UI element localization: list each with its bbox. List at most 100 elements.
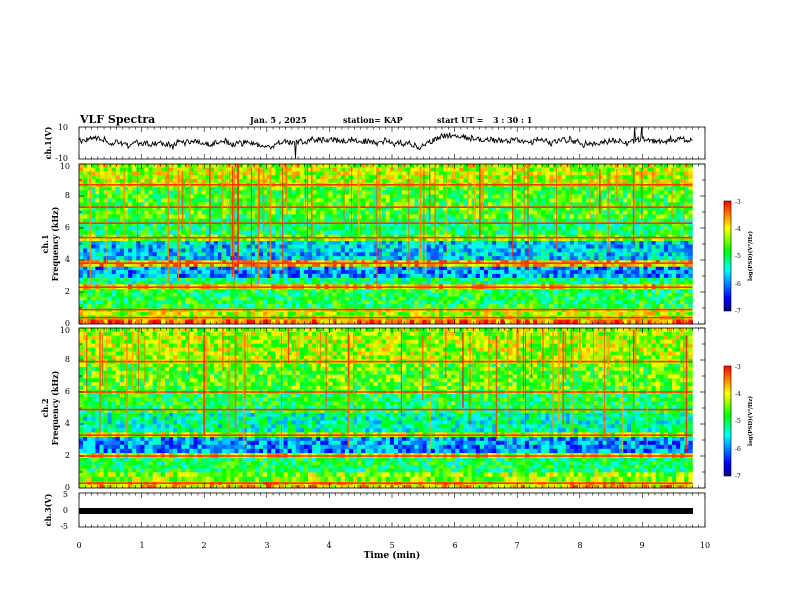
- spectrogram-cell: [651, 319, 656, 325]
- spectrogram-cell: [471, 296, 477, 301]
- spectrogram-cell: [152, 252, 158, 257]
- spectrogram-cell: [676, 226, 681, 231]
- spectrogram-cell: [312, 244, 317, 249]
- spectrogram-cell: [635, 198, 640, 203]
- spectrogram-cell: [635, 304, 640, 309]
- spectrogram-cell: [254, 300, 260, 305]
- spectrogram-cell: [434, 292, 440, 297]
- spectrogram-cell: [639, 319, 644, 325]
- spectrogram-cell: [209, 248, 215, 253]
- spectrogram-cell: [414, 256, 419, 261]
- spectrogram-cell: [361, 266, 366, 271]
- spectrogram-cell: [250, 260, 256, 264]
- spectrogram-cell: [136, 244, 141, 249]
- spectrogram-cell: [246, 237, 252, 242]
- spectrogram-cell: [136, 186, 141, 191]
- spectrogram-cell: [140, 273, 145, 278]
- spectrogram-cell: [496, 311, 501, 316]
- spectrogram-cell: [516, 230, 522, 235]
- spectrogram-cell: [168, 252, 174, 257]
- spectrogram-cell: [434, 288, 440, 293]
- spectrogram-cell: [577, 194, 583, 199]
- spectrogram-cell: [254, 292, 260, 297]
- spectrogram-cell: [655, 244, 661, 249]
- spectrogram-cell: [320, 263, 325, 267]
- spectrogram-cell: [79, 244, 84, 249]
- spectrogram-cell: [479, 248, 485, 253]
- spectrogram-cell: [590, 218, 595, 223]
- spectrogram-cell: [565, 226, 571, 231]
- spectrogram-cell: [123, 292, 129, 297]
- spectrogram-cell: [152, 280, 158, 285]
- spectrogram-cell: [479, 237, 485, 242]
- spectrogram-cell: [377, 300, 382, 305]
- spectrogram-cell: [91, 292, 96, 297]
- spectrogram-cell: [336, 186, 342, 191]
- spectrogram-cell: [508, 240, 513, 245]
- spectrogram-cell: [418, 280, 423, 285]
- spectrogram-cell: [447, 198, 452, 203]
- spectrogram-cell: [410, 288, 415, 293]
- spectrogram-cell: [545, 319, 550, 325]
- spectrogram-cell: [631, 277, 636, 282]
- spectrogram-cell: [602, 194, 607, 199]
- spectrogram-cell: [492, 244, 497, 249]
- spectrogram-cell: [340, 266, 346, 271]
- spectrogram-cell: [467, 244, 472, 249]
- spectrogram-cell: [295, 292, 301, 297]
- spectrogram-cell: [467, 263, 472, 267]
- spectrogram-cell: [312, 198, 317, 203]
- spectrogram-cell: [111, 226, 117, 231]
- spectrogram-cell: [532, 226, 538, 231]
- spectrogram-cell: [267, 244, 272, 249]
- spectrogram-cell: [263, 304, 268, 309]
- spectrogram-cell: [357, 288, 362, 293]
- spectrogram-cell: [398, 234, 403, 238]
- spectrogram-cell: [443, 280, 448, 285]
- spectrogram-cell: [422, 194, 427, 199]
- spectrogram-cell: [577, 248, 583, 253]
- spectrogram-cell: [111, 198, 117, 203]
- spectrogram-cell: [242, 194, 247, 199]
- spectrogram-cell: [557, 226, 562, 231]
- spectrogram-cell: [156, 273, 162, 278]
- spectrogram-cell: [512, 280, 517, 285]
- spectrogram-cell: [185, 248, 190, 253]
- spectrogram-cell: [565, 244, 571, 249]
- spectrogram-cell: [389, 202, 395, 207]
- spectrogram-cell: [348, 311, 354, 316]
- spectrogram-cell: [197, 263, 202, 267]
- spectrogram-cell: [189, 237, 194, 242]
- spectrogram-cell: [258, 273, 264, 278]
- spectrogram-cell: [173, 230, 178, 235]
- spectrogram-cell: [459, 186, 464, 191]
- spectrogram-cell: [577, 198, 583, 203]
- spectrogram-cell: [430, 260, 436, 264]
- spectrogram-cell: [103, 202, 108, 207]
- spectrogram-cell: [524, 270, 530, 275]
- spectrogram-cell: [250, 202, 256, 207]
- spectrogram-cell: [520, 222, 526, 227]
- spectrogram-cell: [398, 292, 403, 297]
- spectrogram-cell: [684, 244, 689, 249]
- spectrogram-cell: [475, 226, 481, 231]
- spectrogram-cell: [537, 226, 542, 231]
- spectrogram-cell: [299, 234, 305, 238]
- spectrogram-cell: [561, 296, 566, 301]
- spectrogram-cell: [471, 234, 477, 238]
- spectrogram-cell: [209, 234, 215, 238]
- spectrogram-cell: [263, 218, 268, 223]
- spectrogram-cell: [181, 270, 186, 275]
- spectrogram-cell: [655, 280, 661, 285]
- spectrogram-cell: [295, 190, 301, 195]
- spectrogram-cell: [557, 218, 562, 223]
- spectrogram-cell: [328, 277, 333, 282]
- spectrogram-cell: [381, 296, 387, 301]
- spectrogram-cell: [177, 260, 182, 264]
- spectrogram-cell: [373, 256, 378, 261]
- spectrogram-cell: [406, 190, 411, 195]
- spectrogram-cell: [565, 273, 571, 278]
- spectrogram-cell: [676, 292, 681, 297]
- spectrogram-cell: [467, 202, 472, 207]
- spectrogram-cell: [565, 186, 571, 191]
